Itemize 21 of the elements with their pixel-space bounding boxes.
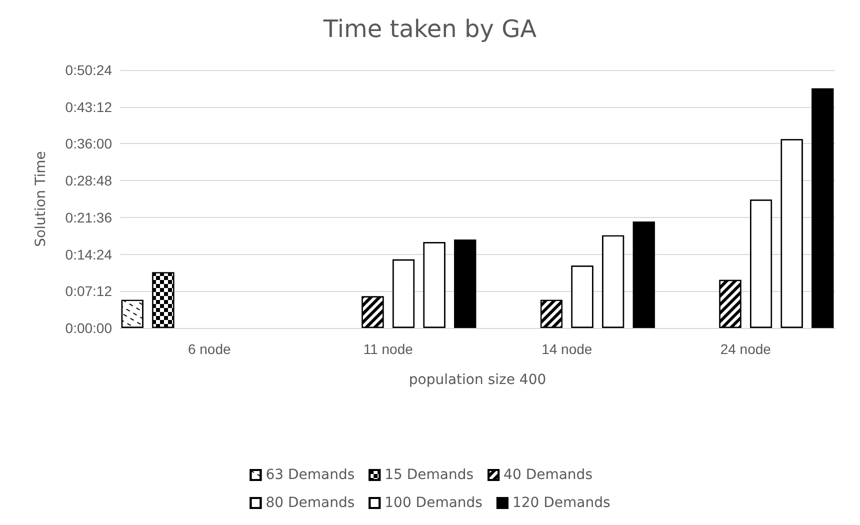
legend-label: 40 Demands — [504, 467, 592, 483]
y-tick-label: 0:36:00 — [65, 136, 112, 152]
y-tick-label: 0:14:24 — [65, 246, 112, 262]
x-tick-label: 6 node — [188, 341, 231, 357]
x-tick-label: 24 node — [720, 341, 772, 357]
chart-title: Time taken by GA — [322, 15, 538, 43]
legend-label: 80 Demands — [266, 495, 355, 511]
y-tick-label: 0:07:12 — [65, 283, 112, 300]
legend-label: 120 Demands — [512, 495, 610, 511]
x-tick-label: 11 node — [363, 341, 414, 357]
x-tick-label: 14 node — [542, 341, 592, 357]
y-tick-label: 0:50:24 — [65, 62, 112, 78]
y-tick-label: 0:21:36 — [65, 209, 112, 226]
legend-label: 15 Demands — [384, 467, 474, 483]
legend-label: 100 Demands — [384, 495, 482, 511]
y-tick-label: 0:28:48 — [65, 172, 112, 189]
x-axis-title: population size 400 — [408, 372, 546, 388]
y-tick-label: 0:00:00 — [65, 320, 112, 336]
y-axis-title: Solution Time — [33, 151, 49, 247]
y-tick-label: 0:43:12 — [65, 98, 112, 115]
legend-label: 63 Demands — [266, 467, 355, 483]
